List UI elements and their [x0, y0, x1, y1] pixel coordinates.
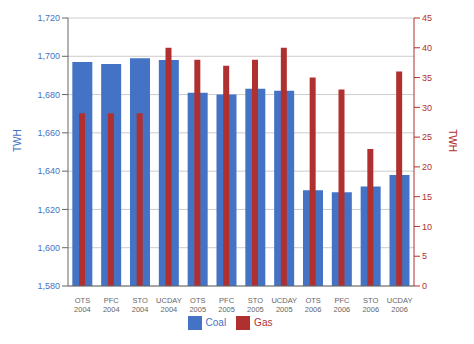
svg-text:STO2005: STO2005	[247, 296, 264, 314]
svg-text:45: 45	[422, 13, 432, 23]
svg-text:TWH: TWH	[447, 129, 458, 152]
svg-text:STO2006: STO2006	[362, 296, 379, 314]
svg-text:1,580: 1,580	[37, 281, 60, 291]
svg-text:35: 35	[422, 73, 432, 83]
html-text:Coal: Coal	[205, 316, 227, 328]
svg-text:PFC2005: PFC2005	[218, 296, 235, 314]
svg-text:0: 0	[422, 281, 427, 291]
svg-text:20: 20	[422, 162, 432, 172]
svg-text:1,640: 1,640	[37, 166, 60, 176]
svg-text:OTS2005: OTS2005	[189, 296, 206, 314]
svg-text:10: 10	[422, 222, 432, 232]
svg-text:1,720: 1,720	[37, 13, 60, 23]
svg-text:STO2004: STO2004	[132, 296, 149, 314]
svg-text:15: 15	[422, 192, 432, 202]
svg-text:1,660: 1,660	[37, 128, 60, 138]
svg-text:PFC2006: PFC2006	[334, 296, 351, 314]
svg-text:40: 40	[422, 43, 432, 53]
svg-text:UCDAY2005: UCDAY2005	[271, 296, 297, 314]
svg-text:25: 25	[422, 132, 432, 142]
svg-text:5: 5	[422, 251, 427, 261]
svg-text:1,600: 1,600	[37, 243, 60, 253]
svg-text:1,680: 1,680	[37, 90, 60, 100]
svg-text:UCDAY2004: UCDAY2004	[156, 296, 182, 314]
svg-text:1,700: 1,700	[37, 51, 60, 61]
svg-text:PFC2004: PFC2004	[103, 296, 120, 314]
svg-text:UCDAY2006: UCDAY2006	[387, 296, 413, 314]
svg-text:TWH: TWH	[12, 129, 23, 152]
svg-text:1,620: 1,620	[37, 205, 60, 215]
svg-text:OTS2006: OTS2006	[305, 296, 322, 314]
svg-text:OTS2004: OTS2004	[74, 296, 91, 314]
svg-text:30: 30	[422, 103, 432, 113]
html-text:Gas: Gas	[254, 316, 273, 328]
